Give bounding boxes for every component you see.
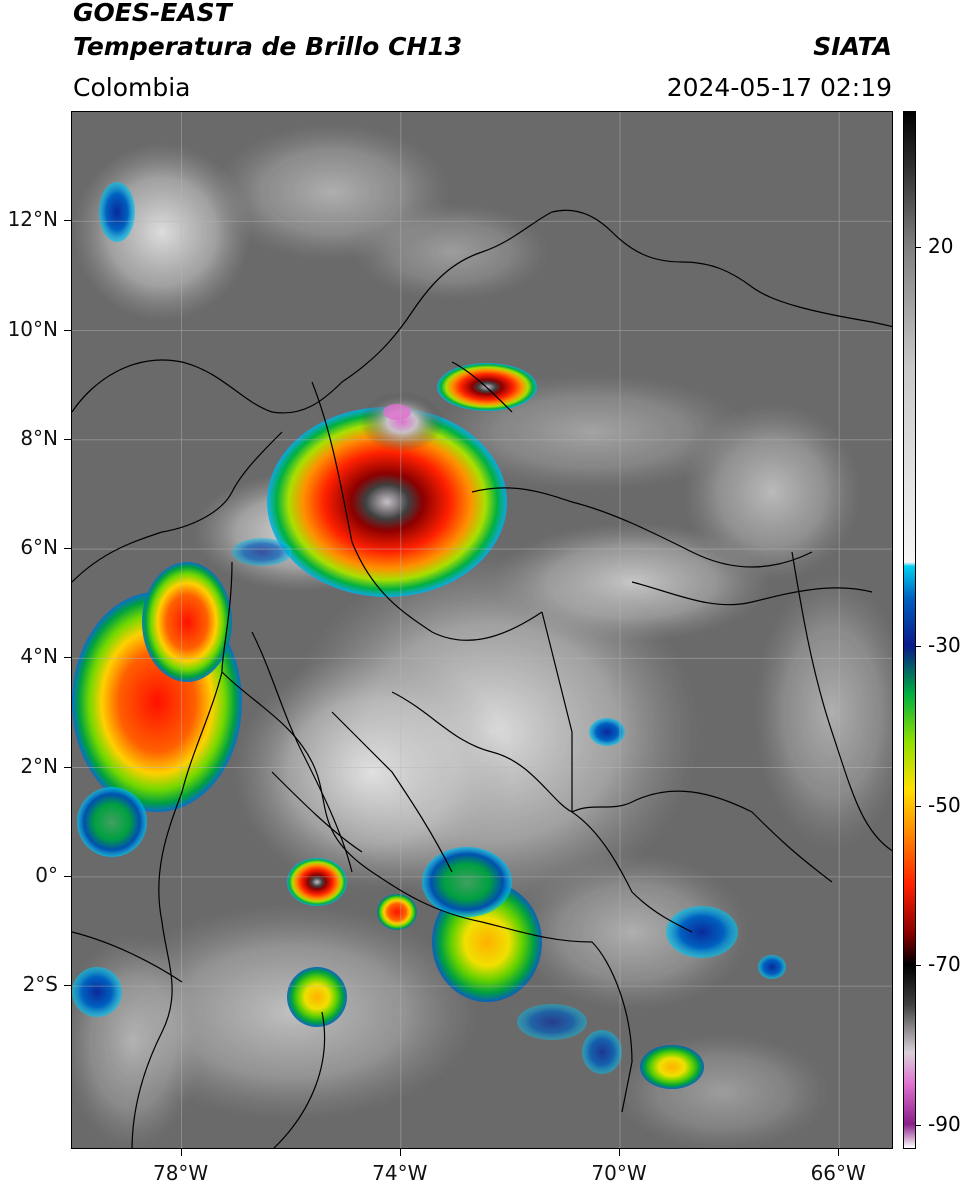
- latitude-tick: [64, 657, 71, 659]
- colorbar-tick: [916, 246, 921, 248]
- latitude-label: 8°N: [20, 425, 58, 450]
- longitude-label: 70°W: [591, 1161, 647, 1185]
- colorbar-tick: [916, 805, 921, 807]
- latitude-label: 2°S: [22, 972, 58, 997]
- longitude-tick: [399, 1149, 401, 1156]
- longitude-tick: [619, 1149, 620, 1156]
- colorbar-label: 20: [928, 233, 954, 258]
- region-label: Colombia: [73, 73, 191, 102]
- longitude-tick: [838, 1149, 840, 1156]
- latitude-label: 0°: [35, 862, 58, 887]
- satellite-title: GOES-EAST: [73, 0, 232, 27]
- map-canvas: [72, 112, 892, 1148]
- latitude-label: 4°N: [20, 644, 58, 669]
- colorbar-tick: [916, 645, 921, 647]
- latitude-label: 10°N: [7, 316, 58, 341]
- colorbar-tick: [916, 965, 921, 967]
- convective-storms: [72, 182, 786, 1089]
- product-title: Temperatura de Brillo CH13: [73, 32, 463, 61]
- latitude-tick: [64, 220, 71, 222]
- colorbar-label: -30: [928, 632, 961, 657]
- latitude-tick: [64, 548, 71, 550]
- timestamp-label: 2024-05-17 02:19: [666, 73, 892, 102]
- latitude-tick: [64, 438, 71, 440]
- latitude-tick: [64, 766, 71, 768]
- latitude-tick: [64, 875, 71, 877]
- coastlines-borders: [72, 209, 892, 1148]
- latitude-label: 2°N: [20, 753, 58, 778]
- colorbar-label: -50: [928, 792, 961, 817]
- latitude-tick: [64, 985, 71, 987]
- agency-label: SIATA: [813, 32, 892, 61]
- colorbar: [903, 111, 916, 1149]
- cloud-fields: [72, 122, 892, 1148]
- latitude-label: 6°N: [20, 535, 58, 560]
- latitude-tick: [64, 329, 71, 331]
- colorbar-label: -70: [928, 952, 961, 977]
- graticule: [72, 112, 892, 1148]
- longitude-label: 66°W: [810, 1161, 866, 1185]
- satellite-map[interactable]: [71, 111, 893, 1149]
- longitude-label: 74°W: [372, 1161, 428, 1185]
- longitude-tick: [180, 1149, 182, 1156]
- colorbar-tick: [916, 1125, 921, 1127]
- latitude-label: 12°N: [7, 207, 58, 232]
- colorbar-label: -90: [928, 1112, 961, 1137]
- longitude-label: 78°W: [152, 1161, 209, 1185]
